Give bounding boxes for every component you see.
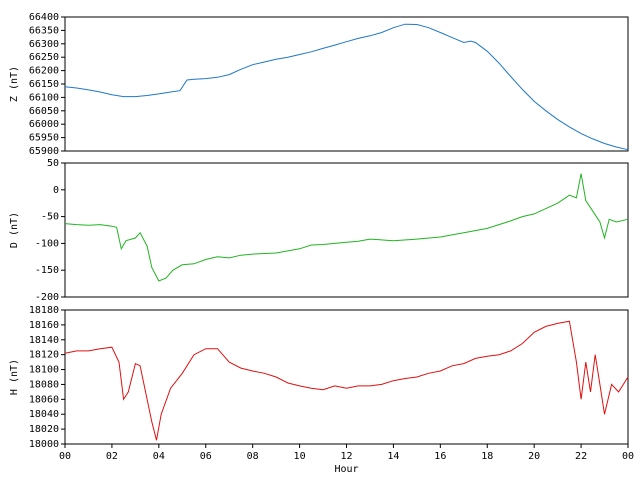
y-tick-label: 18100 [29,365,59,376]
y-axis-label: Z (nT) [9,66,20,102]
y-tick-label: -50 [41,212,59,223]
y-tick-label: 18060 [29,394,59,405]
y-tick-label: 18020 [29,424,59,435]
y-tick-label: 66200 [29,66,59,77]
x-tick-label: 10 [294,451,306,462]
x-tick-label: 18 [481,451,493,462]
y-tick-label: 66150 [29,79,59,90]
plot-frame [64,162,629,298]
y-tick-label: 18180 [29,305,59,316]
y-tick-label: 66100 [29,92,59,103]
y-tick-label: 66050 [29,106,59,117]
x-tick-label: 16 [434,451,446,462]
data-line [64,173,629,282]
y-tick-label: 65900 [29,146,59,157]
x-axis-label: Hour [334,464,358,475]
y-tick-label: -150 [35,265,59,276]
y-tick-label: -100 [35,238,59,249]
y-tick-label: 0 [53,185,59,196]
y-tick-label: 18140 [29,335,59,346]
x-tick-label: 06 [200,451,212,462]
y-tick-label: 66000 [29,119,59,130]
y-axis-label: D (nT) [9,212,20,248]
x-tick-label: 14 [387,451,399,462]
y-tick-label: 50 [47,158,59,169]
y-tick-label: 18160 [29,320,59,331]
y-axis-label: H (nT) [9,359,20,395]
y-tick-label: 66300 [29,39,59,50]
x-tick-label: 04 [153,451,165,462]
y-tick-label: 65950 [29,133,59,144]
plot-frame [64,309,629,445]
x-tick-label: 22 [575,451,587,462]
x-tick-label: 00 [622,451,634,462]
x-tick-label: 12 [340,451,352,462]
y-tick-label: 18040 [29,409,59,420]
y-tick-label: 66350 [29,25,59,36]
plot-frame [64,16,629,152]
data-line [64,23,629,151]
x-tick-label: 08 [247,451,259,462]
x-tick-label: 02 [106,451,118,462]
x-tick-label: 20 [528,451,540,462]
y-tick-label: 66400 [29,12,59,23]
y-tick-label: 66250 [29,52,59,63]
data-line [64,320,629,441]
y-tick-label: 18080 [29,379,59,390]
y-tick-label: 18000 [29,439,59,450]
y-tick-label: -200 [35,292,59,303]
x-tick-label: 00 [59,451,71,462]
y-tick-label: 18120 [29,350,59,361]
